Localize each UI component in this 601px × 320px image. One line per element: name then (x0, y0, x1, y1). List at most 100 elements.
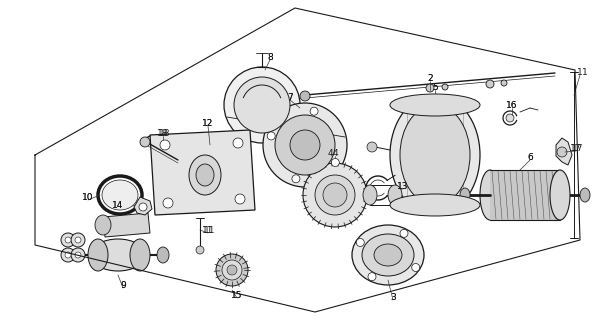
Ellipse shape (352, 225, 424, 285)
Circle shape (139, 203, 147, 211)
Circle shape (303, 163, 367, 227)
Circle shape (241, 87, 247, 93)
Circle shape (506, 114, 514, 122)
Circle shape (61, 248, 75, 262)
Polygon shape (556, 138, 572, 165)
Text: 5: 5 (432, 83, 438, 92)
Ellipse shape (480, 170, 500, 220)
Circle shape (75, 252, 81, 258)
Ellipse shape (550, 170, 570, 220)
Circle shape (486, 80, 494, 88)
Circle shape (235, 194, 245, 204)
Circle shape (368, 273, 376, 281)
Ellipse shape (374, 244, 402, 266)
Text: 2: 2 (427, 74, 433, 83)
Ellipse shape (400, 105, 470, 205)
Text: 8: 8 (267, 52, 273, 61)
Text: 16: 16 (506, 100, 517, 109)
Ellipse shape (95, 215, 111, 235)
Text: 14: 14 (112, 201, 124, 210)
Polygon shape (150, 130, 255, 215)
Text: 1: 1 (582, 68, 588, 76)
Circle shape (292, 175, 300, 183)
Circle shape (426, 84, 434, 92)
Ellipse shape (390, 95, 480, 215)
Ellipse shape (130, 239, 150, 271)
Text: 17: 17 (572, 143, 584, 153)
Text: 12: 12 (203, 118, 214, 127)
Circle shape (501, 80, 507, 86)
Circle shape (275, 115, 335, 175)
Ellipse shape (91, 239, 145, 271)
Circle shape (227, 265, 237, 275)
Text: 4: 4 (327, 148, 333, 157)
Circle shape (233, 138, 243, 148)
Circle shape (356, 238, 364, 246)
Text: 3: 3 (390, 292, 396, 301)
Circle shape (400, 229, 408, 237)
Text: 8: 8 (267, 52, 273, 61)
Text: 9: 9 (120, 281, 126, 290)
Circle shape (222, 260, 242, 280)
Circle shape (442, 84, 448, 90)
Text: 13: 13 (397, 181, 409, 190)
Circle shape (65, 237, 71, 243)
Ellipse shape (189, 155, 221, 195)
Text: 18: 18 (159, 129, 171, 138)
Text: 17: 17 (570, 143, 582, 153)
Circle shape (323, 183, 347, 207)
Circle shape (71, 248, 85, 262)
Circle shape (196, 246, 204, 254)
Ellipse shape (390, 94, 480, 116)
Circle shape (140, 137, 150, 147)
Text: 2: 2 (427, 74, 433, 83)
Ellipse shape (460, 188, 470, 202)
Circle shape (75, 237, 81, 243)
Text: 6: 6 (527, 153, 533, 162)
Text: 10: 10 (82, 193, 94, 202)
Ellipse shape (388, 185, 402, 205)
Circle shape (310, 107, 318, 115)
Circle shape (65, 252, 71, 258)
Circle shape (71, 233, 85, 247)
Polygon shape (490, 170, 560, 220)
Text: 12: 12 (203, 118, 214, 127)
Ellipse shape (363, 185, 377, 205)
Text: 6: 6 (527, 153, 533, 162)
Text: 7: 7 (287, 92, 293, 101)
Circle shape (163, 198, 173, 208)
Circle shape (216, 254, 248, 286)
Ellipse shape (88, 239, 108, 271)
Circle shape (557, 147, 567, 157)
Circle shape (160, 140, 170, 150)
Circle shape (61, 233, 75, 247)
Text: 15: 15 (231, 291, 243, 300)
Text: 11: 11 (204, 226, 216, 235)
Text: 3: 3 (390, 292, 396, 301)
Circle shape (234, 77, 290, 133)
Circle shape (263, 103, 347, 187)
Ellipse shape (580, 188, 590, 202)
Text: 5: 5 (432, 83, 438, 92)
Polygon shape (134, 197, 152, 215)
Circle shape (224, 67, 300, 143)
Polygon shape (103, 213, 150, 237)
Text: 10: 10 (82, 193, 94, 202)
Ellipse shape (196, 164, 214, 186)
Ellipse shape (362, 234, 414, 276)
Text: 9: 9 (120, 281, 126, 290)
Text: 13: 13 (397, 181, 409, 190)
Text: 18: 18 (157, 129, 169, 138)
Text: 4: 4 (332, 148, 338, 157)
Circle shape (367, 142, 377, 152)
Text: 11: 11 (203, 226, 214, 235)
Text: 1: 1 (577, 68, 583, 76)
Text: 15: 15 (231, 291, 243, 300)
Circle shape (315, 175, 355, 215)
Text: 16: 16 (506, 100, 517, 109)
Ellipse shape (102, 180, 138, 210)
Ellipse shape (157, 247, 169, 263)
Text: 7: 7 (287, 92, 293, 101)
Circle shape (331, 158, 340, 166)
Circle shape (290, 130, 320, 160)
